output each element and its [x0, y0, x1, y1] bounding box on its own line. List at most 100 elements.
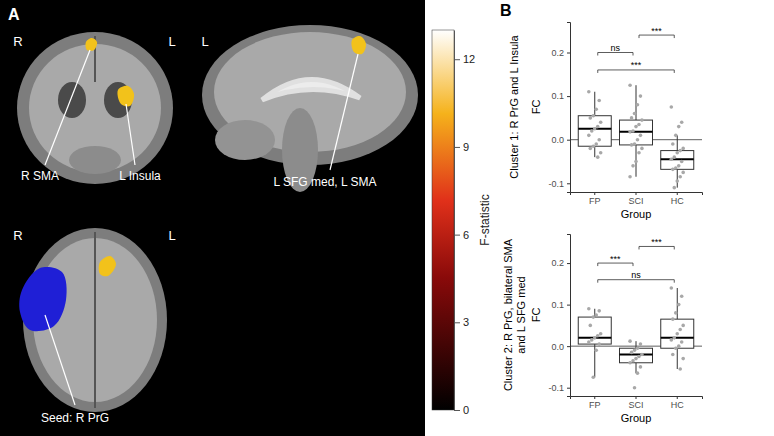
- colorbar-axis: 0 3 6 9 12: [454, 31, 475, 417]
- data-point: [633, 349, 637, 353]
- data-point: [630, 143, 634, 147]
- data-point: [597, 309, 601, 313]
- colorbar-tick-mark: [454, 59, 460, 60]
- y-tick-mark: [567, 263, 570, 264]
- whisker: [677, 169, 678, 187]
- annotation: Seed: R PrG: [41, 411, 109, 425]
- x-tick-label: HC: [671, 400, 684, 410]
- data-point: [591, 144, 595, 148]
- data-point: [680, 120, 684, 124]
- bracket-label: ***: [610, 254, 621, 264]
- x-axis-title: Group: [621, 412, 652, 424]
- significance-brackets: ns******: [598, 237, 675, 283]
- data-point: [640, 147, 644, 151]
- y-tick: -0.1: [548, 179, 570, 189]
- data-point: [670, 286, 674, 290]
- data-point: [597, 342, 601, 346]
- whisker: [677, 135, 678, 150]
- midline: [94, 232, 96, 408]
- x-tick-label: FP: [589, 400, 601, 410]
- colorbar-gradient: [432, 30, 454, 410]
- colorbar-tick-label: 9: [463, 141, 469, 153]
- data-point: [680, 160, 684, 164]
- colorbar-tick-mark: [454, 410, 460, 411]
- x-tick-mark: [677, 396, 678, 399]
- plot-area: [570, 286, 702, 389]
- colorbar-tick-label: 6: [463, 229, 469, 241]
- annotation: L SFG med, L SMA: [273, 175, 376, 189]
- data-point: [590, 129, 594, 133]
- median: [661, 158, 694, 160]
- y-tick-mark: [567, 346, 570, 347]
- y-axis-line: [567, 23, 571, 193]
- orientation-label: L: [168, 34, 175, 49]
- colorbar-tick: 3: [454, 316, 469, 328]
- data-point: [671, 317, 675, 321]
- corpus-callosum: [262, 79, 360, 100]
- data-point: [631, 359, 635, 363]
- y-tick-label: 0.2: [551, 258, 564, 268]
- x-tick-mark: [594, 396, 595, 399]
- coronal-view: RLR SMAL Insula: [13, 32, 175, 184]
- leader-line: [126, 104, 135, 165]
- data-point: [677, 344, 681, 348]
- data-point: [587, 134, 591, 138]
- data-point: [637, 123, 641, 127]
- box: [661, 151, 694, 170]
- median: [661, 337, 694, 339]
- data-point: [634, 160, 638, 164]
- data-point: [594, 107, 598, 111]
- data-point: [681, 324, 685, 328]
- x-tick: FP: [589, 396, 601, 410]
- panel-label: A: [8, 6, 20, 23]
- data-point: [599, 120, 603, 124]
- orientation-label: L: [168, 228, 175, 243]
- data-point: [636, 103, 640, 107]
- y-tick: 0.0: [551, 342, 570, 352]
- orientation-label: L: [201, 34, 208, 49]
- data-point: [681, 171, 685, 175]
- y-tick-mark: [567, 140, 570, 141]
- brain-tissue: [69, 146, 121, 174]
- x-axis-line: [571, 193, 703, 196]
- x-tick-label: SCI: [628, 400, 643, 410]
- data-point: [633, 386, 637, 390]
- cerebellum: [215, 120, 275, 160]
- data-point: [670, 338, 674, 342]
- data-point: [628, 339, 632, 343]
- data-point: [671, 353, 675, 357]
- y-tick-label: 0.0: [551, 135, 564, 145]
- data-point: [677, 164, 681, 168]
- chart-title: Cluster 1: R PrG and L Insula: [508, 34, 520, 178]
- colorbar-tick-mark: [454, 235, 460, 236]
- data-point: [674, 311, 678, 315]
- data-point: [675, 332, 679, 336]
- data-point: [674, 134, 678, 138]
- y-tick-label: -0.1: [548, 383, 564, 393]
- box-chart: -0.10.00.10.2FPSCIHCGroupFCCluster 1: R …: [508, 23, 703, 221]
- colorbar-tick-label: 0: [463, 404, 469, 416]
- data-point: [588, 116, 592, 120]
- data-point: [674, 346, 678, 350]
- figure: ARLR SMAL InsulaLL SFG med, L SMARLSeed:…: [0, 0, 774, 436]
- data-point: [628, 83, 632, 87]
- data-point: [677, 303, 681, 307]
- data-point: [587, 340, 591, 344]
- data-point: [590, 338, 594, 342]
- data-point: [634, 125, 638, 129]
- chart-title-text: Cluster 2: R PrG, bilateral SMAand L SFG…: [502, 238, 527, 391]
- panel-a-background: [0, 0, 425, 436]
- bracket-label: ***: [651, 26, 662, 36]
- data-point: [670, 105, 674, 109]
- colorbar-tick: 6: [454, 229, 469, 241]
- median: [620, 353, 653, 355]
- leader-line: [45, 315, 75, 405]
- box: [661, 319, 694, 348]
- x-tick-mark: [636, 396, 637, 399]
- y-tick-label: 0.2: [551, 48, 564, 58]
- colorbar-tick-label: 12: [463, 53, 475, 65]
- data-point: [636, 346, 640, 350]
- y-axis: -0.10.00.10.2: [548, 23, 570, 193]
- data-point: [639, 365, 643, 369]
- y-tick: -0.1: [548, 383, 570, 393]
